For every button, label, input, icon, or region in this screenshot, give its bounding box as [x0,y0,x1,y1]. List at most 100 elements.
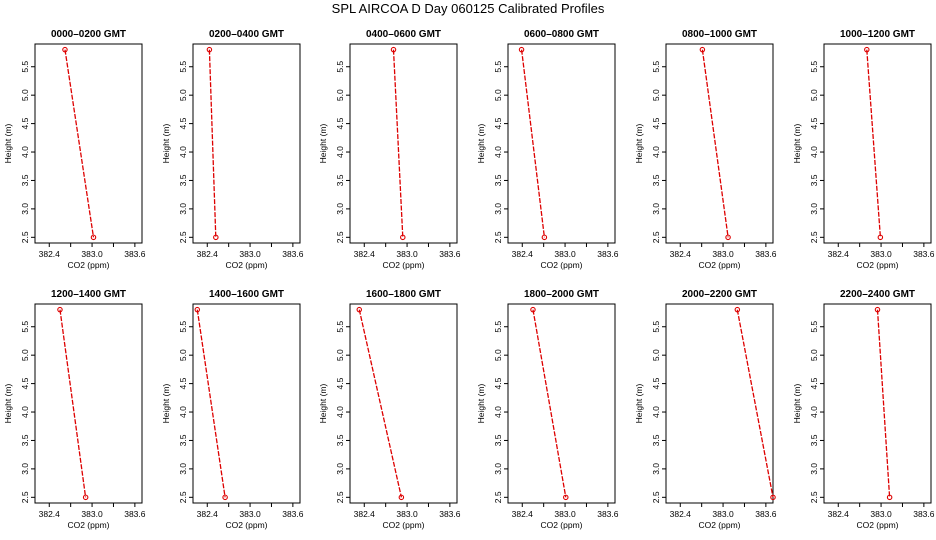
series-line [59,309,87,498]
x-tick-label: 383.6 [282,249,304,259]
y-tick-label: 4.5 [809,117,819,129]
x-axis-label: CO2 (ppm) [225,520,267,530]
x-tick-label: 383.0 [81,249,103,259]
data-point [398,494,405,501]
x-tick-label: 382.4 [670,249,692,259]
y-tick-label: 3.5 [335,174,345,186]
data-point [725,234,731,241]
y-tick-label: 5.0 [20,89,30,101]
y-tick-label: 4.0 [335,146,345,158]
x-tick-label: 383.6 [597,249,619,259]
plot-frame [823,303,932,504]
y-tick-label: 5.0 [809,89,819,101]
x-tick-label: 382.4 [670,509,692,519]
x-tick-label: 382.4 [39,249,61,259]
chart-panel: 0200–0400 GMT 382.4 383.0 383.6 2.5 3.0 3.5 4.0… [161,29,304,270]
y-tick-label: 4.0 [20,406,30,418]
y-tick-label: 5.5 [493,61,503,73]
data-point [194,306,201,313]
y-tick-label: 5.0 [178,89,188,101]
x-tick-label: 383.6 [597,509,619,519]
x-tick-label: 382.4 [354,249,376,259]
x-tick-label: 383.6 [439,509,461,519]
y-tick-label: 4.5 [335,377,345,389]
y-axis-label: Height (m) [792,124,802,164]
x-tick-label: 383.0 [81,509,103,519]
y-tick-label: 3.0 [20,203,30,215]
plot-frame [34,303,143,504]
x-tick-label: 383.0 [870,249,892,259]
chart-panel: 0800–1000 GMT 382.4 383.0 383.6 2.5 3.0 3.5 4.0… [634,29,777,270]
y-tick-label: 2.5 [809,231,819,243]
x-tick-label: 383.0 [712,509,734,519]
plot-frame [665,303,774,504]
y-axis-label: Height (m) [792,384,802,424]
y-tick-label: 2.5 [651,231,661,243]
data-point [90,234,97,241]
panel-title: 1400–1600 GMT [209,289,284,300]
data-point [400,234,406,241]
y-tick-label: 3.5 [809,174,819,186]
y-tick-label: 5.0 [493,89,503,101]
y-tick-label: 2.5 [335,231,345,243]
plot-frame [192,43,301,244]
data-point [213,234,219,241]
x-tick-label: 383.6 [913,509,935,519]
data-point [699,46,706,53]
y-tick-label: 3.5 [493,434,503,446]
y-tick-label: 2.5 [335,491,345,503]
x-tick-label: 383.6 [439,249,461,259]
x-tick-label: 383.0 [239,249,261,259]
plot-frame [507,43,616,244]
y-tick-label: 2.5 [493,231,503,243]
chart-panel: 1600–1800 GMT 382.4 383.0 383.6 2.5 3.0 3.5 4.0… [318,289,461,530]
y-tick-label: 5.5 [335,321,345,333]
y-tick-label: 5.0 [809,349,819,361]
chart-panel: 0400–0600 GMT 382.4 383.0 383.6 2.5 3.0 3.5 4.0… [318,29,461,270]
panel-title: 0800–1000 GMT [682,29,757,40]
panel-title: 0200–0400 GMT [209,29,284,40]
y-tick-label: 2.5 [20,491,30,503]
y-tick-label: 3.0 [335,463,345,475]
x-tick-label: 383.0 [554,249,576,259]
x-tick-label: 382.4 [39,509,61,519]
x-axis-label: CO2 (ppm) [382,260,424,270]
y-tick-label: 5.5 [335,61,345,73]
data-point [62,46,68,53]
x-tick-label: 383.0 [554,509,576,519]
y-tick-label: 4.0 [809,406,819,418]
y-tick-label: 2.5 [809,491,819,503]
panel-title: 1800–2000 GMT [524,289,599,300]
x-tick-label: 382.4 [828,249,850,259]
y-tick-label: 5.0 [335,349,345,361]
y-tick-label: 4.0 [178,406,188,418]
data-point [390,46,397,53]
data-point [82,494,89,501]
y-tick-label: 3.0 [493,463,503,475]
y-tick-label: 5.5 [20,61,30,73]
y-tick-label: 4.5 [493,377,503,389]
x-axis-label: CO2 (ppm) [698,260,740,270]
page-title: SPL AIRCOA D Day 060125 Calibrated Profi… [331,1,605,16]
plot-frame [34,43,143,244]
panel-title: 2200–2400 GMT [840,289,915,300]
y-tick-label: 5.0 [651,349,661,361]
y-tick-label: 4.5 [809,377,819,389]
y-tick-label: 4.0 [178,146,188,158]
chart-panel: 1400–1600 GMT 382.4 383.0 383.6 2.5 3.0 3.5 4.0… [161,289,304,530]
y-tick-label: 5.5 [178,321,188,333]
y-tick-label: 3.0 [651,463,661,475]
x-tick-label: 383.0 [396,249,418,259]
y-tick-label: 3.0 [335,203,345,215]
x-tick-label: 382.4 [197,509,219,519]
x-axis-label: CO2 (ppm) [67,260,109,270]
x-tick-label: 383.0 [396,509,418,519]
y-tick-label: 3.0 [493,203,503,215]
y-tick-label: 4.0 [651,146,661,158]
y-axis-label: Height (m) [476,124,486,164]
data-point [877,234,884,241]
y-tick-label: 3.5 [178,434,188,446]
y-tick-label: 3.5 [20,174,30,186]
y-tick-label: 4.5 [178,117,188,129]
y-tick-label: 4.0 [493,406,503,418]
